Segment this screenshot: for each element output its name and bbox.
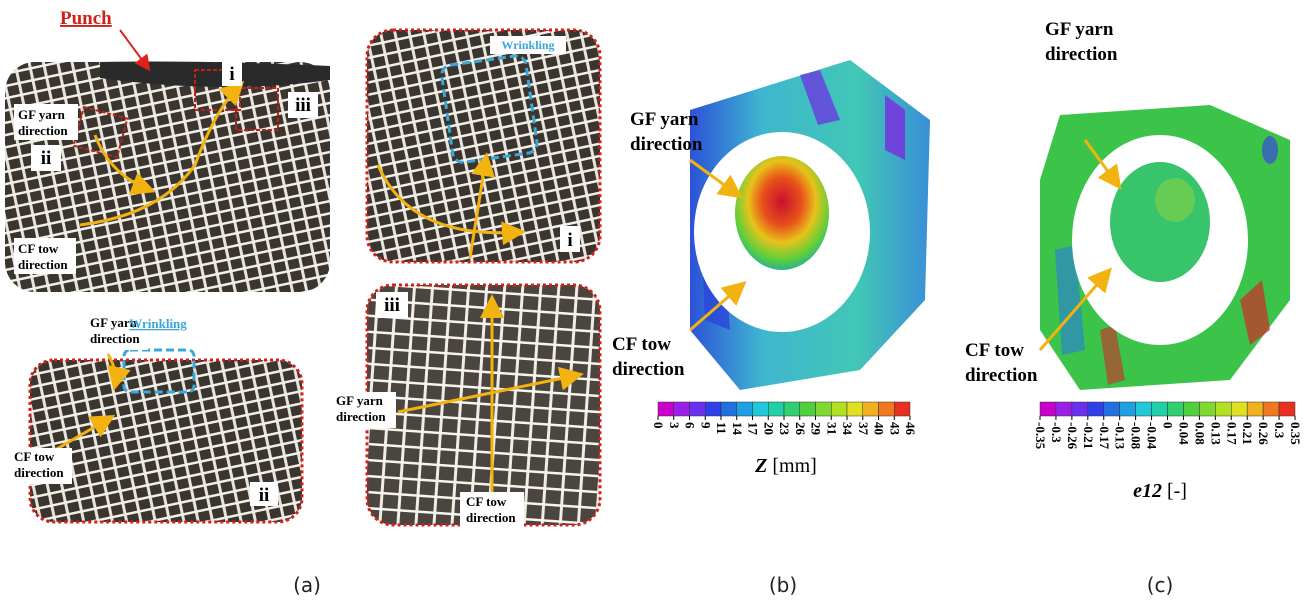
colorbar-segment <box>879 402 895 416</box>
colorbar-segment <box>1168 402 1184 416</box>
colorbar: 036911141720232629313437404346 <box>651 402 918 436</box>
colorbar-tick-label: -0.13 <box>1113 422 1128 450</box>
wrinkling-label: Wrinkling <box>501 38 554 52</box>
label-iii: iii <box>384 295 400 316</box>
colorbar-tick-label: 0 <box>1161 422 1176 429</box>
colorbar-tick-label: -0.04 <box>1145 422 1160 450</box>
simulation-c <box>1040 105 1290 390</box>
colorbar-tick-label: 0.08 <box>1192 422 1207 445</box>
colorbar-segment <box>847 402 863 416</box>
label-ii: ii <box>259 485 270 506</box>
colorbar-tick-label: 29 <box>809 422 824 436</box>
colorbar-segment <box>1056 402 1072 416</box>
colorbar-tick-label: 34 <box>840 422 855 436</box>
colorbar-tick-label: 11 <box>714 422 729 434</box>
colorbar-segment <box>1183 402 1199 416</box>
colorbar-segment <box>1152 402 1168 416</box>
colorbar-segment <box>1040 402 1056 416</box>
colorbar-tick-label: 0.3 <box>1272 422 1287 439</box>
colorbar-tick-label: 0.13 <box>1208 422 1223 445</box>
wrinkling-label: Wrinkling <box>129 316 187 331</box>
colorbar-tick-label: 46 <box>903 422 918 436</box>
colorbar-segment <box>737 402 753 416</box>
colorbar-tick-label: 40 <box>872 422 887 435</box>
colorbar-tick-label: 20 <box>761 422 776 435</box>
colorbar-tick-label: 31 <box>824 422 839 435</box>
colorbar-segment <box>784 402 800 416</box>
colorbar-tick-label: 0.26 <box>1256 422 1271 445</box>
colorbar-segment <box>690 402 706 416</box>
colorbar-segment <box>721 402 737 416</box>
colorbar-tick-label: 23 <box>777 422 792 436</box>
label-ii: ii <box>41 148 52 169</box>
colorbar-segment <box>1104 402 1120 416</box>
colorbar-segment <box>705 402 721 416</box>
colorbar-tick-label: 0 <box>651 422 666 429</box>
colorbar-segment <box>768 402 784 416</box>
punch-label: Punch <box>60 8 112 29</box>
colorbar-segment <box>894 402 910 416</box>
colorbar-segment <box>1215 402 1231 416</box>
label-i: i <box>567 230 572 251</box>
colorbar-segment <box>1199 402 1215 416</box>
colorbar-tick-label: 26 <box>793 422 808 436</box>
caption: (c) <box>1147 573 1174 597</box>
colorbar-tick-label: -0.26 <box>1065 422 1080 450</box>
colorbar-variable: Z <box>754 455 767 477</box>
colorbar-segment <box>1231 402 1247 416</box>
colorbar-tick-label: 0.35 <box>1288 422 1303 445</box>
colorbar-tick-label: 0.21 <box>1240 422 1255 445</box>
colorbar-segment <box>1263 402 1279 416</box>
colorbar-segment <box>1088 402 1104 416</box>
colorbar-segment <box>1279 402 1295 416</box>
colorbar-tick-label: 9 <box>698 422 713 429</box>
colorbar-segment <box>863 402 879 416</box>
colorbar-segment <box>800 402 816 416</box>
colorbar-tick-label: 17 <box>746 422 761 436</box>
colorbar-tick-label: 0.04 <box>1176 422 1191 445</box>
figure: Punch i iii ii GF yarndirection CF towdi… <box>0 0 1308 601</box>
colorbar-segment <box>658 402 674 416</box>
colorbar-tick-label: 43 <box>887 422 902 436</box>
simulation-b <box>690 60 930 390</box>
colorbar-tick-label: -0.21 <box>1081 422 1096 449</box>
label-i: i <box>229 64 234 85</box>
colorbar-label: e12 [-] <box>1133 480 1187 502</box>
colorbar-tick-label: 6 <box>683 422 698 429</box>
colorbar-segment <box>1136 402 1152 416</box>
colorbar-tick-label: -0.17 <box>1097 422 1112 450</box>
colorbar-tick-label: 3 <box>667 422 682 429</box>
colorbar-segment <box>674 402 690 416</box>
colorbar-tick-label: -0.3 <box>1049 422 1064 443</box>
colorbar-label: Z [mm] <box>754 455 817 477</box>
photo-detail-iii <box>367 285 600 525</box>
colorbar-tick-label: -0.08 <box>1129 422 1144 450</box>
caption: (b) <box>769 573 797 597</box>
colorbar-tick-label: 37 <box>856 422 871 436</box>
colorbar-unit: [mm] <box>772 455 816 477</box>
caption: (a) <box>293 573 321 597</box>
colorbar-segment <box>816 402 832 416</box>
colorbar-segment <box>831 402 847 416</box>
colorbar-segment <box>1247 402 1263 416</box>
colorbar-tick-label: 0.17 <box>1224 422 1239 445</box>
label-iii: iii <box>295 95 311 116</box>
colorbar-segment <box>1120 402 1136 416</box>
colorbar-unit: [-] <box>1167 480 1187 502</box>
colorbar-segment <box>753 402 769 416</box>
colorbar-tick-label: -0.35 <box>1033 422 1048 450</box>
colorbar-tick-label: 14 <box>730 422 745 436</box>
colorbar-segment <box>1072 402 1088 416</box>
colorbar-variable: e12 <box>1133 480 1162 502</box>
